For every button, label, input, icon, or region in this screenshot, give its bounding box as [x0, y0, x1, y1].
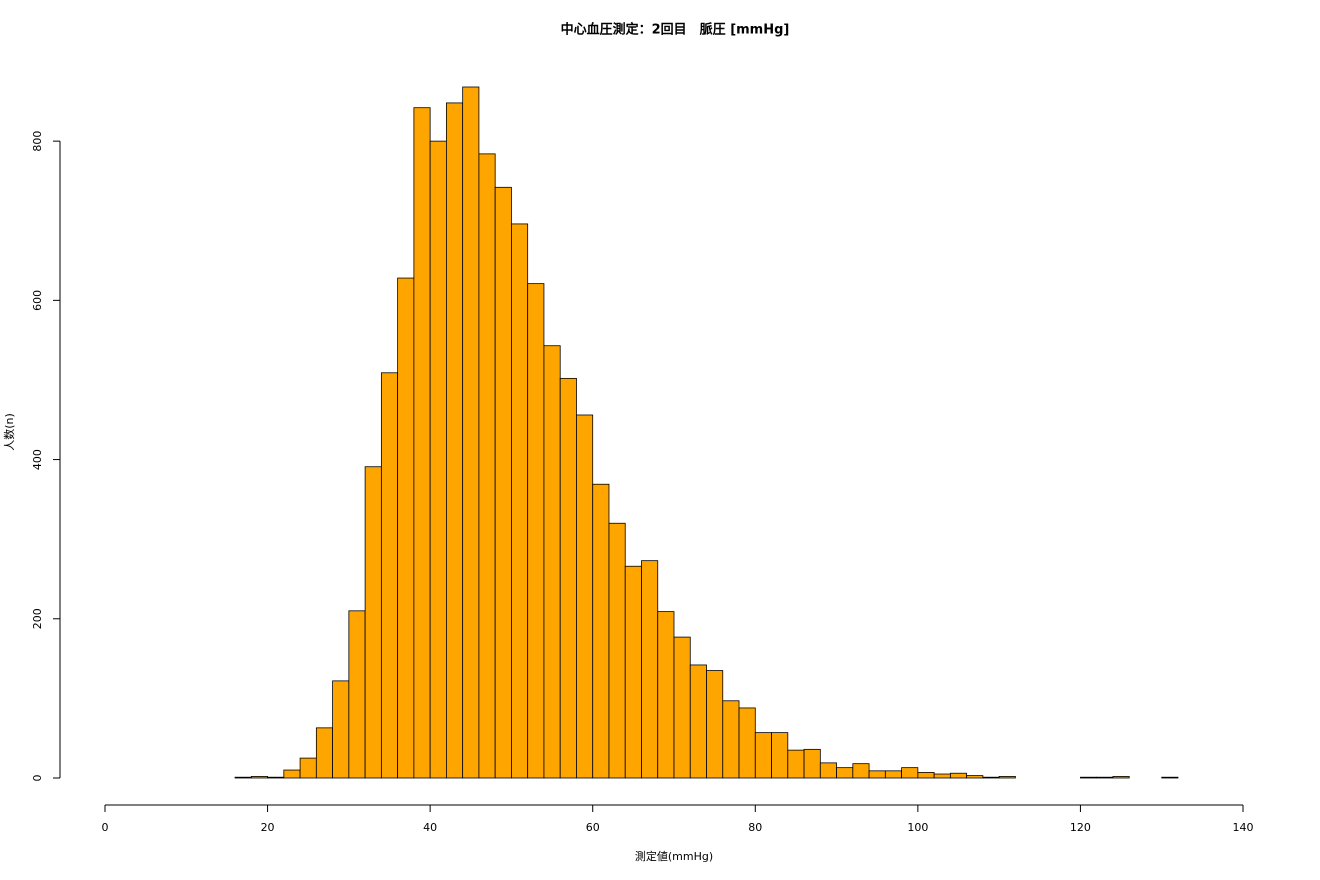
bar: [624, 565, 642, 779]
bar: [1161, 776, 1179, 779]
bar: [657, 611, 675, 779]
bar: [527, 283, 545, 779]
y-tick-label: 200: [31, 608, 44, 629]
bar: [445, 102, 464, 779]
y-tick-label: 800: [31, 131, 44, 152]
bar: [933, 773, 951, 779]
bar: [511, 223, 529, 779]
bar: [332, 680, 350, 779]
bar: [949, 772, 968, 779]
bar: [884, 770, 902, 779]
x-axis-label: 測定値(mmHg): [635, 849, 713, 863]
bar: [397, 277, 415, 779]
bar: [267, 776, 285, 779]
bar: [429, 140, 447, 779]
bar: [559, 377, 577, 779]
bar: [478, 153, 496, 779]
bar: [1096, 776, 1114, 779]
chart-title: 中心血圧測定：2回目 脈圧 [mmHg]: [561, 22, 790, 38]
bar: [494, 186, 512, 779]
bar: [250, 776, 268, 779]
bar: [982, 776, 1000, 779]
bar: [283, 769, 301, 779]
x-tick-label: 120: [1070, 821, 1091, 834]
bar: [673, 636, 691, 779]
bar: [819, 762, 837, 779]
bar: [348, 610, 366, 779]
bar: [315, 727, 334, 779]
bar: [706, 670, 724, 779]
x-tick-label: 140: [1233, 821, 1254, 834]
bar: [901, 767, 919, 779]
y-tick-label: 0: [31, 775, 44, 782]
bar: [966, 775, 984, 779]
y-tick-label: 400: [31, 449, 44, 470]
bar: [771, 732, 789, 779]
bar: [852, 763, 870, 779]
bar: [754, 732, 772, 779]
bar: [364, 466, 382, 779]
bar: [462, 86, 480, 779]
bar: [576, 414, 594, 779]
bar: [998, 776, 1016, 779]
x-tick-label: 40: [423, 821, 437, 834]
bar: [592, 483, 610, 779]
bar: [722, 700, 740, 779]
bar: [836, 767, 854, 779]
bar: [738, 707, 756, 779]
bar: [689, 664, 707, 779]
bar: [868, 770, 886, 779]
bar: [917, 772, 935, 779]
y-tick-label: 600: [31, 290, 44, 311]
bar: [380, 372, 399, 779]
bar: [543, 345, 561, 779]
bar: [787, 749, 805, 779]
x-tick-label: 20: [261, 821, 275, 834]
bar: [641, 560, 659, 779]
bar: [299, 757, 317, 779]
y-axis-label: 人数(n): [3, 413, 16, 451]
x-tick-label: 60: [586, 821, 600, 834]
bar: [803, 748, 821, 779]
bar: [234, 776, 252, 779]
x-tick-label: 0: [102, 821, 109, 834]
bar: [413, 107, 431, 779]
x-tick-label: 80: [748, 821, 762, 834]
x-tick-label: 100: [907, 821, 928, 834]
bar: [1080, 776, 1098, 779]
bar: [608, 522, 626, 779]
bar: [1112, 776, 1130, 779]
